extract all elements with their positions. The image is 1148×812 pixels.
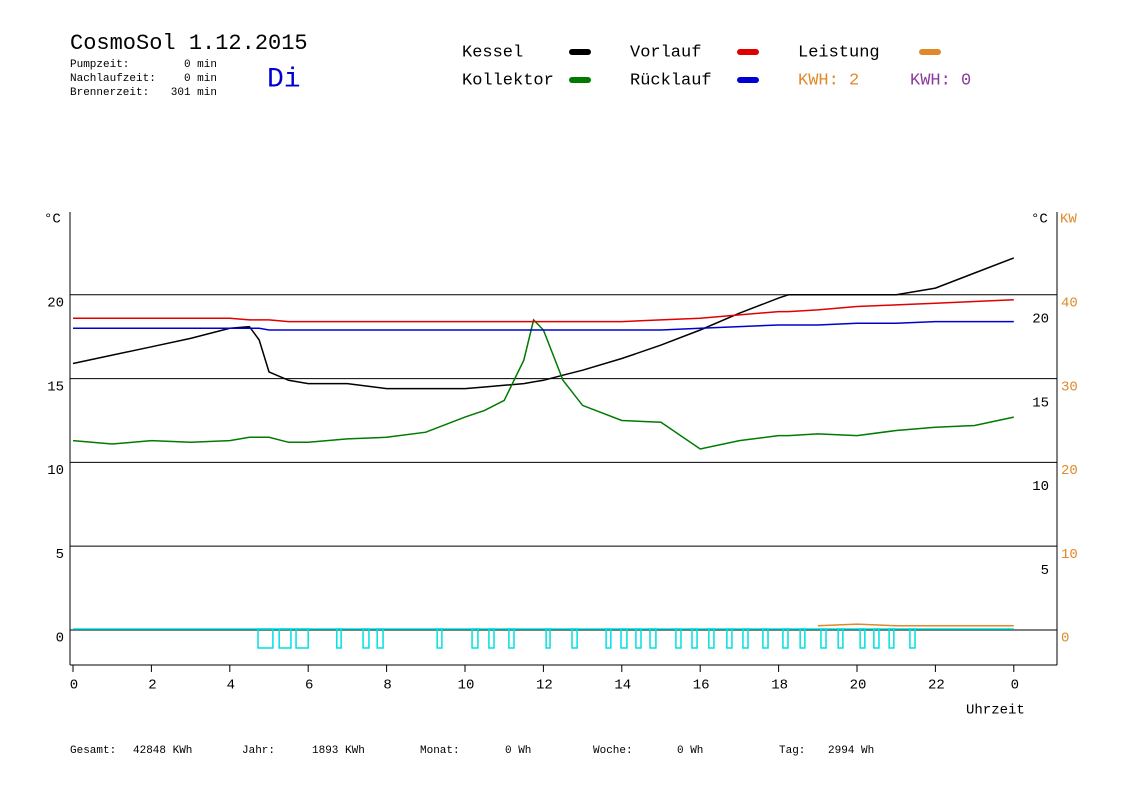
pump-pulse: [336, 628, 342, 649]
pump-pulse: [909, 628, 916, 649]
time-value: 0 min: [184, 73, 217, 85]
x-tick-label: 0: [1011, 678, 1019, 694]
pump-pulse: [675, 628, 682, 649]
series-line: [72, 318, 1014, 450]
x-tick-label: 14: [614, 678, 631, 694]
pump-pulse: [545, 628, 551, 649]
y-right-tick-label: 20: [1032, 311, 1049, 327]
pump-pulse: [708, 628, 715, 649]
stat-value: 0 Wh: [505, 745, 531, 757]
x-axis-label: Uhrzeit: [966, 703, 1025, 719]
y-tick-label: 5: [56, 547, 64, 563]
time-value: 0 min: [184, 59, 217, 71]
pump-pulse: [820, 628, 827, 649]
time-value: 301 min: [171, 87, 217, 99]
y-tick-label: 0: [56, 631, 64, 647]
y-right-tick-label: 10: [1032, 479, 1049, 495]
x-tick-label: 6: [305, 678, 313, 694]
title: CosmoSol 1.12.2015: [70, 31, 308, 56]
legend-label: Vorlauf: [630, 43, 701, 62]
pump-pulse: [295, 628, 309, 649]
y2-tick-label: 30: [1061, 379, 1078, 395]
legend-label: Rücklauf: [630, 71, 712, 90]
series-line: [73, 320, 1014, 331]
series-line: [73, 299, 1014, 323]
x-tick-label: 4: [227, 678, 235, 694]
kwh-label: KWH: 0: [910, 71, 971, 90]
pump-pulse: [649, 628, 657, 649]
series-line: [72, 257, 1015, 390]
pump-pulse: [436, 628, 443, 649]
y-tick-label: 20: [47, 295, 64, 311]
pump-pulse: [859, 628, 866, 649]
stat-label: Tag:: [779, 745, 805, 757]
time-label: Pumpzeit:: [70, 59, 129, 71]
kwh-label: KWH: 2: [798, 71, 859, 90]
stat-label: Jahr:: [242, 745, 275, 757]
y2-tick-label: 40: [1061, 295, 1078, 311]
y-right-tick-label: 5: [1041, 563, 1049, 579]
pump-pulse: [605, 628, 612, 649]
legend-label: Kessel: [462, 43, 523, 62]
y2-tick-label: 0: [1061, 631, 1069, 647]
pump-pulse: [508, 628, 515, 649]
stat-label: Monat:: [420, 745, 460, 757]
y-axis-label: °C: [44, 212, 61, 228]
pump-pulse: [742, 628, 749, 649]
time-label: Brennerzeit:: [70, 87, 149, 99]
stat-label: Gesamt:: [70, 745, 116, 757]
y2-tick-label: 10: [1061, 547, 1078, 563]
pump-pulse: [873, 628, 880, 649]
pump-pulse: [620, 628, 628, 649]
stat-value: 0 Wh: [677, 745, 703, 757]
pump-pulse: [257, 628, 274, 649]
x-tick-label: 8: [383, 678, 391, 694]
x-tick-label: 0: [70, 678, 78, 694]
pump-pulse: [471, 628, 479, 649]
pump-pulse: [782, 628, 789, 649]
pump-pulse: [488, 628, 495, 649]
pump-pulse: [571, 628, 578, 649]
y-tick-label: 10: [47, 463, 64, 479]
y2-tick-label: 20: [1061, 463, 1078, 479]
stat-label: Woche:: [593, 745, 633, 757]
stat-value: 1893 KWh: [312, 745, 365, 757]
stat-value: 42848 KWh: [133, 745, 192, 757]
x-tick-label: 2: [148, 678, 156, 694]
x-tick-label: 22: [928, 678, 945, 694]
legend-label: Kollektor: [462, 71, 554, 90]
pump-pulse: [837, 628, 844, 649]
y2-axis-label: KW: [1060, 212, 1077, 228]
pump-pulse: [762, 628, 769, 649]
y-right-label: °C: [1031, 212, 1048, 228]
pump-pulse: [362, 628, 370, 649]
y-tick-label: 15: [47, 379, 64, 395]
y-right-tick-label: 15: [1032, 395, 1049, 411]
pump-pulse: [799, 628, 806, 649]
pump-pulse: [278, 628, 292, 649]
x-tick-label: 12: [536, 678, 553, 694]
time-label: Nachlaufzeit:: [70, 73, 156, 85]
x-tick-label: 20: [850, 678, 867, 694]
pump-pulse: [635, 628, 642, 649]
x-tick-label: 16: [693, 678, 710, 694]
pump-pulse: [376, 628, 384, 649]
x-tick-label: 10: [458, 678, 475, 694]
pump-pulse: [691, 628, 698, 649]
weekday: Di: [267, 64, 301, 95]
x-tick-label: 18: [771, 678, 788, 694]
legend-label: Leistung: [798, 43, 880, 62]
series-line: [817, 623, 1014, 627]
pump-pulse: [888, 628, 895, 649]
pump-pulse: [726, 628, 733, 649]
stat-value: 2994 Wh: [828, 745, 874, 757]
